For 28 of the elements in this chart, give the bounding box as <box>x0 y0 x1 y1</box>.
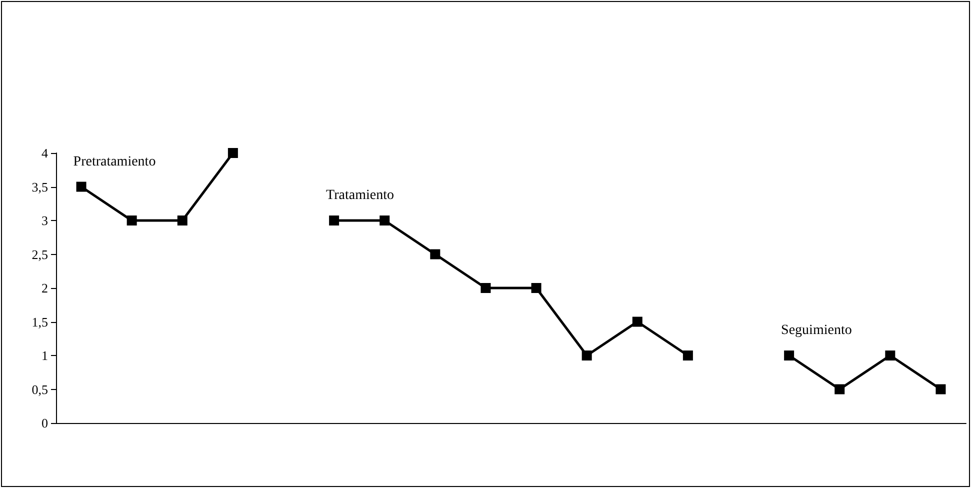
point <box>632 316 642 327</box>
y-tick-label: 3 <box>42 213 48 228</box>
point <box>582 350 592 360</box>
point <box>682 350 693 360</box>
y-tick-label: 0,5 <box>32 382 48 397</box>
y-tick-label: 2,5 <box>32 246 48 262</box>
y-tick-label: 4 <box>42 146 48 160</box>
series-label: Tratamiento <box>326 188 394 203</box>
point <box>76 182 86 192</box>
point <box>480 283 491 293</box>
point <box>430 249 440 260</box>
series-label: Seguimiento <box>781 323 852 338</box>
point <box>228 148 238 158</box>
y-tick-label: 1 <box>42 348 48 363</box>
series-label: Pretratamiento <box>73 154 156 170</box>
point <box>329 216 340 226</box>
point <box>126 216 137 226</box>
y-tick-label: 3,5 <box>32 179 48 194</box>
point <box>936 384 946 394</box>
point <box>380 216 390 226</box>
point <box>885 350 896 360</box>
point <box>784 350 794 360</box>
point <box>177 216 188 226</box>
y-tick-label: 2 <box>42 280 48 296</box>
y-tick-label: 0 <box>42 416 48 430</box>
point <box>531 283 542 293</box>
y-tick-label: 1,5 <box>32 314 48 330</box>
point <box>834 384 845 394</box>
